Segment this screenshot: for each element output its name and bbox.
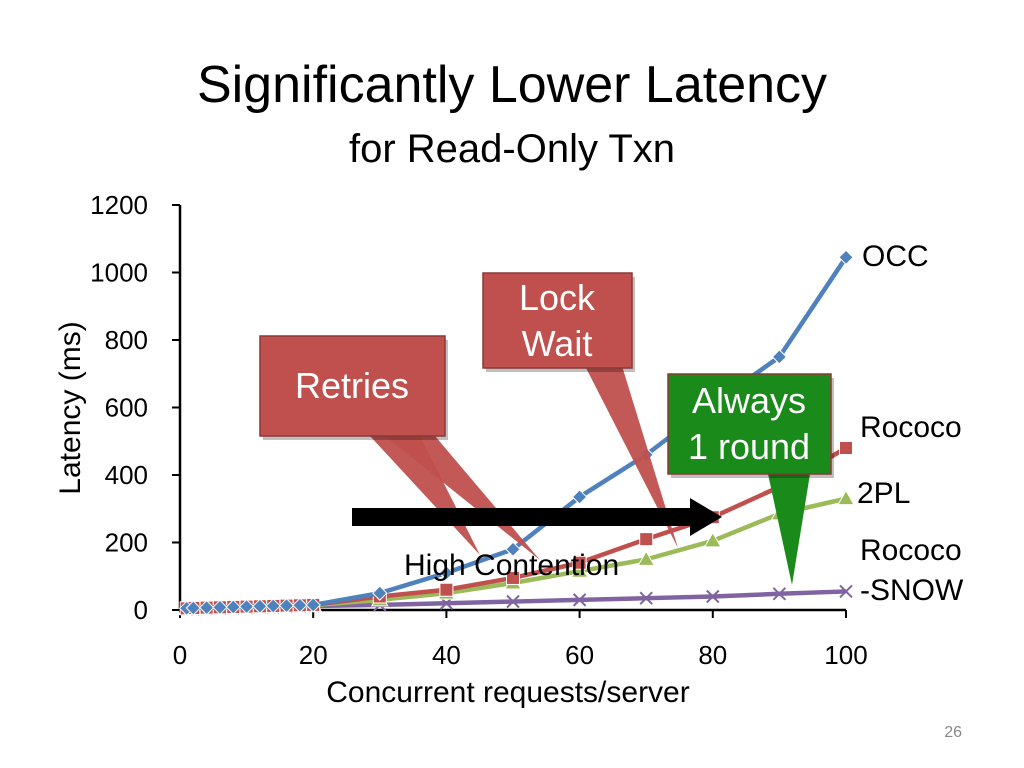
y-tick-label: 1200: [90, 190, 148, 220]
y-tick-label: 600: [105, 393, 148, 423]
lock-wait-pointer: [585, 366, 678, 548]
data-point-occ: [265, 598, 281, 614]
series-label-2pl: 2PL: [857, 477, 910, 510]
y-axis-title: Latency (ms): [54, 321, 87, 494]
data-point-occ: [438, 565, 455, 581]
always-one-round-callout-text: 1 round: [688, 426, 810, 467]
data-point-rococo: [639, 532, 654, 547]
data-point-occ: [185, 600, 202, 616]
data-point-2pl: [570, 562, 589, 578]
data-point-occ: [252, 598, 268, 614]
data-point-2pl: [703, 531, 722, 548]
x-tick-label: 20: [299, 640, 328, 670]
series-label-rococo-snow: Rococo: [860, 534, 962, 567]
y-tick-label: 1000: [90, 258, 148, 288]
x-tick-label: 40: [432, 640, 461, 670]
data-point-occ: [571, 489, 588, 505]
series-label-rococo-snow: -SNOW: [860, 574, 964, 607]
high-contention-arrow-shaft: [352, 508, 697, 526]
data-point-occ: [238, 598, 255, 615]
data-point-rococo-snow: [839, 584, 853, 599]
x-tick-label: 80: [698, 640, 727, 670]
data-point-occ: [212, 599, 228, 616]
x-tick-label: 60: [565, 640, 594, 670]
lock-wait-callout: [482, 272, 633, 369]
always-one-round-callout-text: Always: [692, 380, 806, 421]
y-tick-label: 800: [105, 325, 148, 355]
data-point-occ: [838, 249, 854, 266]
data-point-occ: [292, 597, 308, 613]
lock-wait-callout-text: Lock: [519, 277, 596, 318]
slide-title: Significantly Lower Latency: [196, 56, 828, 114]
data-point-rococo: [572, 555, 587, 570]
data-point-occ: [198, 599, 215, 616]
data-point-2pl: [637, 550, 656, 566]
data-point-occ: [372, 585, 388, 601]
series-label-occ: OCC: [862, 240, 929, 273]
data-point-rococo-snow: [572, 593, 587, 607]
high-contention-label: High Contention: [404, 549, 619, 582]
data-point-2pl: [837, 489, 855, 506]
retries-pointer-2: [385, 436, 540, 560]
data-point-rococo: [439, 582, 454, 597]
always-one-round-callout: [667, 373, 832, 475]
series-label-rococo: Rococo: [860, 411, 962, 444]
y-tick-label: 0: [134, 595, 148, 625]
x-axis-title: Concurrent requests/server: [326, 676, 690, 709]
data-point-rococo: [506, 570, 520, 585]
data-point-occ: [278, 597, 295, 614]
data-point-rococo-snow: [706, 589, 720, 604]
high-contention-arrow-head: [690, 498, 722, 536]
retries-callout-text: Retries: [295, 365, 409, 406]
slide-subtitle: for Read-Only Txn: [348, 127, 676, 171]
y-tick-label: 200: [105, 528, 148, 558]
data-point-rococo: [839, 441, 853, 455]
page-number: 26: [944, 724, 962, 741]
always-one-round-pointer: [768, 474, 810, 585]
data-point-occ: [225, 599, 241, 615]
retries-callout: [259, 335, 446, 437]
data-point-occ: [305, 597, 321, 613]
data-point-rococo-snow: [639, 591, 653, 605]
x-tick-label: 100: [824, 640, 867, 670]
x-tick-label: 0: [173, 640, 187, 670]
data-point-rococo-snow: [506, 594, 520, 609]
data-point-occ: [771, 349, 788, 365]
data-point-occ: [505, 541, 521, 557]
lock-wait-callout-text: Wait: [522, 323, 593, 364]
data-point-rococo-snow: [772, 587, 787, 601]
y-tick-label: 400: [105, 460, 148, 490]
